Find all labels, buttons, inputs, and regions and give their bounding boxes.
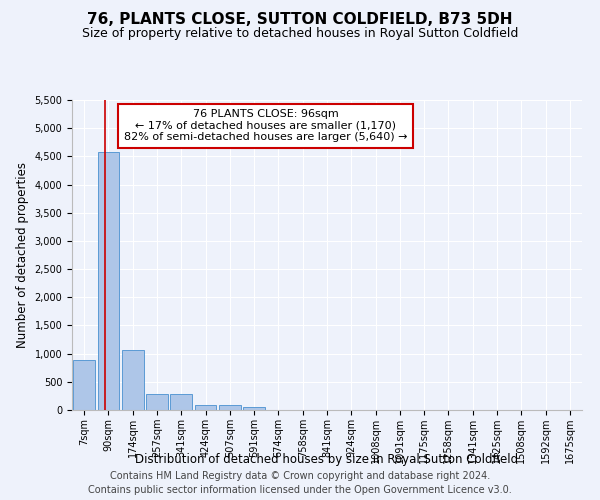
Bar [243,407,265,410]
Text: 76, PLANTS CLOSE, SUTTON COLDFIELD, B73 5DH: 76, PLANTS CLOSE, SUTTON COLDFIELD, B73 … [87,12,513,28]
Bar [97,152,119,410]
Bar [170,394,192,410]
Bar [194,404,217,410]
Bar [122,350,143,410]
Text: 76 PLANTS CLOSE: 96sqm
← 17% of detached houses are smaller (1,170)
82% of semi-: 76 PLANTS CLOSE: 96sqm ← 17% of detached… [124,110,407,142]
Text: Distribution of detached houses by size in Royal Sutton Coldfield: Distribution of detached houses by size … [136,452,518,466]
Bar [73,360,95,410]
Text: Size of property relative to detached houses in Royal Sutton Coldfield: Size of property relative to detached ho… [82,28,518,40]
Text: Contains HM Land Registry data © Crown copyright and database right 2024.
Contai: Contains HM Land Registry data © Crown c… [88,471,512,495]
Bar [146,394,168,410]
Bar [219,404,241,410]
Y-axis label: Number of detached properties: Number of detached properties [16,162,29,348]
